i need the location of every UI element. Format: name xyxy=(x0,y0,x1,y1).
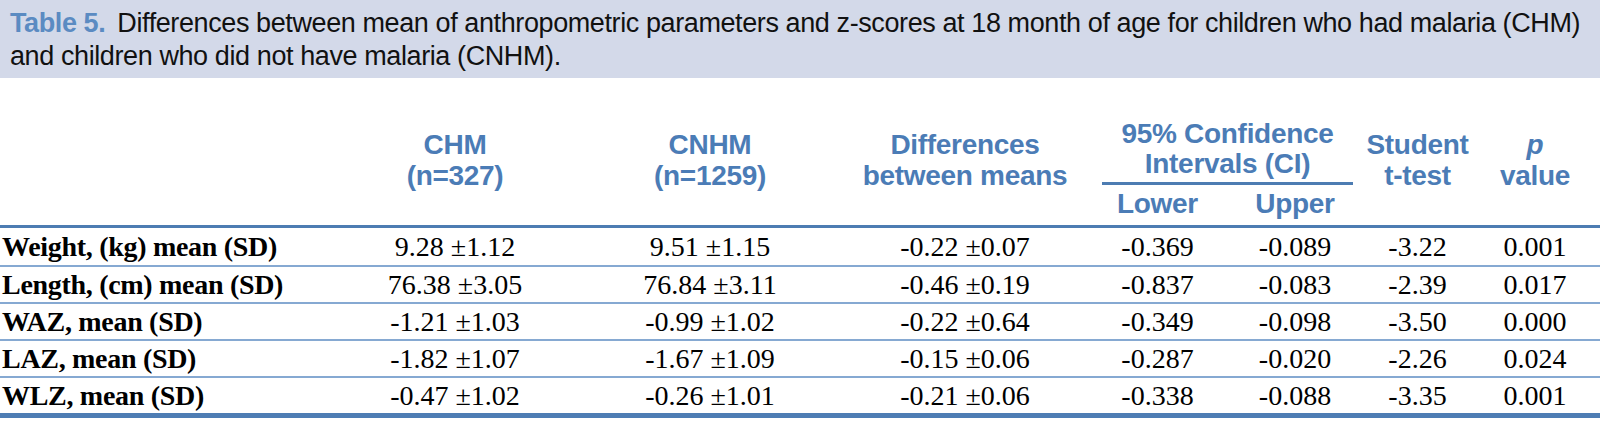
ci-lower-value: -0.338 xyxy=(1090,380,1225,412)
header-cnhm: CNHM (n=1259) xyxy=(580,78,840,225)
row-label: WAZ, mean (SD) xyxy=(0,306,330,338)
chm-value: -1.21 ±1.03 xyxy=(330,306,580,338)
difference-value: -0.22 ±0.64 xyxy=(840,306,1090,338)
header-ci-lower: Lower xyxy=(1090,188,1225,219)
p-value: 0.000 xyxy=(1470,306,1600,338)
p-value: 0.001 xyxy=(1470,380,1600,412)
p-value: 0.017 xyxy=(1470,269,1600,301)
row-label: WLZ, mean (SD) xyxy=(0,380,330,412)
t-test-value: -3.22 xyxy=(1365,231,1470,263)
row-label: Weight, (kg) mean (SD) xyxy=(0,231,330,263)
chm-value: -1.82 ±1.07 xyxy=(330,343,580,375)
chm-value: 76.38 ±3.05 xyxy=(330,269,580,301)
ci-upper-value: -0.098 xyxy=(1225,306,1365,338)
ci-upper-value: -0.083 xyxy=(1225,269,1365,301)
p-value: 0.024 xyxy=(1470,343,1600,375)
table-caption-label: Table 5. xyxy=(10,8,105,38)
anthropometry-table: CHM (n=327) CNHM (n=1259) Differences be… xyxy=(0,78,1600,418)
ci-group-divider xyxy=(1102,182,1353,185)
cnhm-value: -0.26 ±1.01 xyxy=(580,380,840,412)
cnhm-value: -1.67 ±1.09 xyxy=(580,343,840,375)
header-empty-label-cell xyxy=(0,78,330,225)
table-caption: Table 5.Differences between mean of anth… xyxy=(0,0,1600,78)
header-p-value: p value xyxy=(1470,78,1600,225)
t-test-value: -3.35 xyxy=(1365,380,1470,412)
ci-upper-value: -0.088 xyxy=(1225,380,1365,412)
header-chm: CHM (n=327) xyxy=(330,78,580,225)
chm-value: -0.47 ±1.02 xyxy=(330,380,580,412)
chm-value: 9.28 ±1.12 xyxy=(330,231,580,263)
ci-upper-value: -0.020 xyxy=(1225,343,1365,375)
table-row: Weight, (kg) mean (SD) 9.28 ±1.12 9.51 ±… xyxy=(0,228,1600,265)
ci-upper-value: -0.089 xyxy=(1225,231,1365,263)
cnhm-value: 9.51 ±1.15 xyxy=(580,231,840,263)
difference-value: -0.46 ±0.19 xyxy=(840,269,1090,301)
ci-lower-value: -0.287 xyxy=(1090,343,1225,375)
table-row: LAZ, mean (SD) -1.82 ±1.07 -1.67 ±1.09 -… xyxy=(0,339,1600,376)
table-body: Weight, (kg) mean (SD) 9.28 ±1.12 9.51 ±… xyxy=(0,228,1600,418)
table-row: Length, (cm) mean (SD) 76.38 ±3.05 76.84… xyxy=(0,265,1600,302)
header-confidence-intervals-group: 95% Confidence Intervals (CI) Lower Uppe… xyxy=(1090,78,1365,225)
cnhm-value: 76.84 ±3.11 xyxy=(580,269,840,301)
table-row: WLZ, mean (SD) -0.47 ±1.02 -0.26 ±1.01 -… xyxy=(0,376,1600,413)
ci-lower-value: -0.837 xyxy=(1090,269,1225,301)
difference-value: -0.22 ±0.07 xyxy=(840,231,1090,263)
header-differences: Differences between means xyxy=(840,78,1090,225)
ci-lower-value: -0.349 xyxy=(1090,306,1225,338)
cnhm-value: -0.99 ±1.02 xyxy=(580,306,840,338)
table-caption-text: Differences between mean of anthropometr… xyxy=(10,8,1580,71)
t-test-value: -2.26 xyxy=(1365,343,1470,375)
header-student-t-test: Student t-test xyxy=(1365,78,1470,225)
row-label: Length, (cm) mean (SD) xyxy=(0,269,330,301)
t-test-value: -2.39 xyxy=(1365,269,1470,301)
ci-lower-value: -0.369 xyxy=(1090,231,1225,263)
header-ci-upper: Upper xyxy=(1225,188,1365,219)
row-label: LAZ, mean (SD) xyxy=(0,343,330,375)
difference-value: -0.21 ±0.06 xyxy=(840,380,1090,412)
p-value: 0.001 xyxy=(1470,231,1600,263)
difference-value: -0.15 ±0.06 xyxy=(840,343,1090,375)
table-header-row: CHM (n=327) CNHM (n=1259) Differences be… xyxy=(0,78,1600,228)
table-row: WAZ, mean (SD) -1.21 ±1.03 -0.99 ±1.02 -… xyxy=(0,302,1600,339)
t-test-value: -3.50 xyxy=(1365,306,1470,338)
